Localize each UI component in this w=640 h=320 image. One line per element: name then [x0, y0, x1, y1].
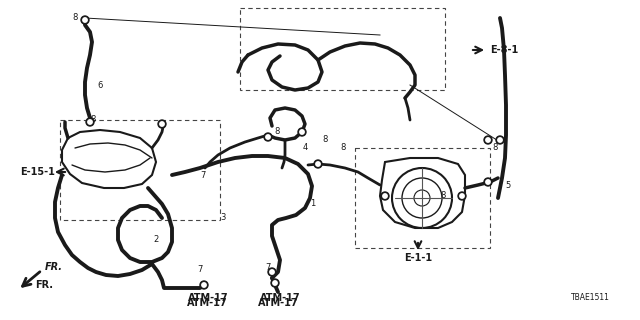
- Circle shape: [458, 192, 466, 200]
- Text: ATM-17: ATM-17: [187, 298, 227, 308]
- Text: 2: 2: [153, 236, 158, 244]
- Circle shape: [160, 122, 164, 126]
- Circle shape: [381, 192, 389, 200]
- Text: 8: 8: [492, 143, 497, 153]
- Circle shape: [268, 268, 276, 276]
- Text: 5: 5: [505, 181, 510, 190]
- Circle shape: [88, 120, 92, 124]
- Circle shape: [266, 135, 270, 139]
- Text: E-1-1: E-1-1: [404, 253, 432, 263]
- Circle shape: [81, 16, 89, 24]
- Circle shape: [300, 130, 304, 134]
- Text: TBAE1511: TBAE1511: [571, 293, 610, 302]
- Circle shape: [486, 180, 490, 184]
- Text: 7: 7: [265, 263, 270, 273]
- Text: 8: 8: [274, 127, 280, 137]
- Bar: [60, 120, 220, 220]
- Text: 8: 8: [340, 143, 346, 153]
- Text: 3: 3: [220, 213, 225, 222]
- Circle shape: [200, 281, 208, 289]
- Text: 4: 4: [303, 143, 308, 153]
- Text: 1: 1: [310, 199, 316, 209]
- Circle shape: [271, 279, 279, 287]
- Text: 8: 8: [72, 13, 77, 22]
- Circle shape: [158, 120, 166, 128]
- Text: FR.: FR.: [45, 262, 63, 272]
- Circle shape: [460, 194, 464, 198]
- Text: 6: 6: [97, 81, 102, 90]
- Circle shape: [498, 138, 502, 142]
- Text: E-15-1: E-15-1: [20, 167, 55, 177]
- Circle shape: [83, 18, 87, 22]
- Text: 8: 8: [90, 116, 95, 124]
- Text: 8: 8: [440, 191, 445, 201]
- Circle shape: [486, 138, 490, 142]
- Circle shape: [484, 136, 492, 144]
- Circle shape: [383, 194, 387, 198]
- Text: ATM-17: ATM-17: [188, 293, 228, 303]
- Bar: [355, 148, 490, 248]
- Circle shape: [314, 160, 322, 168]
- Circle shape: [86, 118, 94, 126]
- Text: ATM-17: ATM-17: [260, 293, 300, 303]
- Circle shape: [298, 128, 306, 136]
- Text: ATM-17: ATM-17: [258, 298, 298, 308]
- Circle shape: [316, 162, 320, 166]
- Circle shape: [264, 133, 272, 141]
- Text: 7: 7: [197, 266, 202, 275]
- Text: E-8-1: E-8-1: [490, 45, 518, 55]
- Text: 7: 7: [200, 172, 205, 180]
- Bar: [240, 8, 445, 90]
- Text: 8: 8: [322, 135, 328, 145]
- Circle shape: [496, 136, 504, 144]
- Circle shape: [270, 270, 274, 274]
- Text: FR.: FR.: [35, 280, 53, 290]
- Circle shape: [202, 283, 206, 287]
- Circle shape: [273, 281, 277, 285]
- Circle shape: [484, 178, 492, 186]
